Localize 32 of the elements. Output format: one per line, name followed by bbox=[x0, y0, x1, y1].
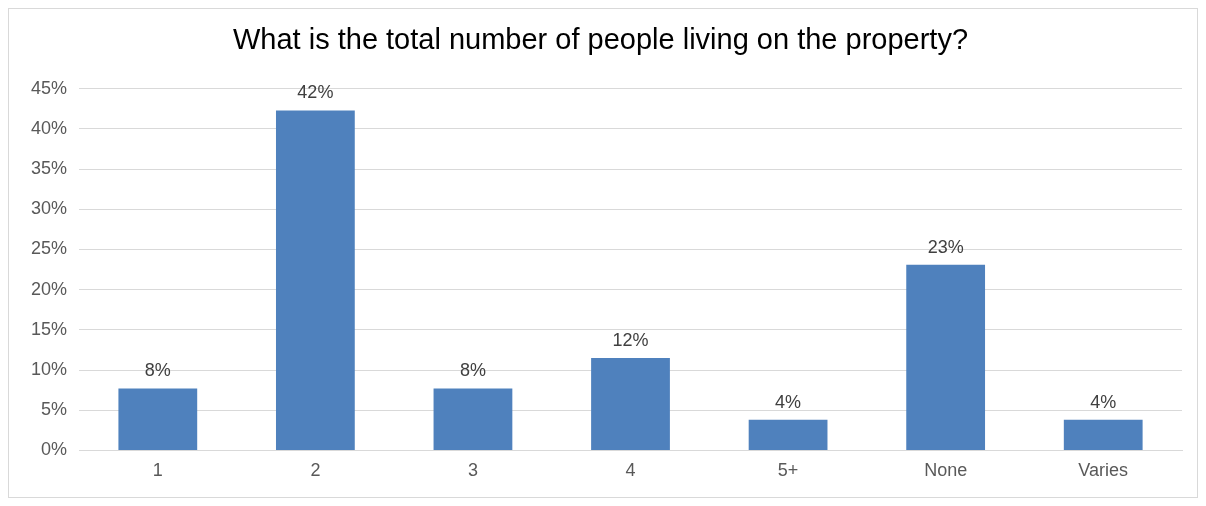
data-label: 8% bbox=[144, 360, 171, 381]
bar bbox=[591, 357, 670, 450]
x-tick-label: 2 bbox=[310, 460, 321, 481]
x-tick-label: Varies bbox=[1078, 460, 1129, 481]
bar bbox=[433, 388, 513, 450]
x-tick-label: 5+ bbox=[777, 460, 799, 481]
data-label: 8% bbox=[459, 360, 486, 381]
y-tick-label: 20% bbox=[31, 278, 68, 299]
data-label: 42% bbox=[297, 82, 334, 103]
bar bbox=[118, 388, 198, 450]
bar bbox=[906, 264, 986, 450]
y-tick-label: 5% bbox=[41, 399, 68, 420]
x-tick-label: 3 bbox=[467, 460, 478, 481]
data-label: 12% bbox=[612, 329, 649, 350]
y-tick-label: 0% bbox=[41, 439, 68, 460]
bar bbox=[748, 419, 828, 450]
data-label: 4% bbox=[775, 391, 802, 412]
y-tick-label: 10% bbox=[31, 359, 68, 380]
bar bbox=[1063, 419, 1143, 450]
chart-title: What is the total number of people living on the property? bbox=[232, 23, 969, 56]
bar bbox=[275, 110, 355, 450]
data-label: 4% bbox=[1090, 391, 1117, 412]
x-tick-label: 1 bbox=[152, 460, 163, 481]
y-tick-label: 15% bbox=[31, 318, 68, 339]
y-tick-label: 40% bbox=[31, 117, 68, 138]
y-tick-label: 25% bbox=[31, 238, 68, 259]
y-tick-label: 45% bbox=[31, 77, 68, 98]
x-tick-label: 4 bbox=[625, 460, 636, 481]
data-label: 23% bbox=[927, 236, 964, 257]
x-tick-label: None bbox=[924, 460, 968, 481]
y-tick-label: 30% bbox=[31, 198, 68, 219]
y-tick-label: 35% bbox=[31, 158, 68, 179]
